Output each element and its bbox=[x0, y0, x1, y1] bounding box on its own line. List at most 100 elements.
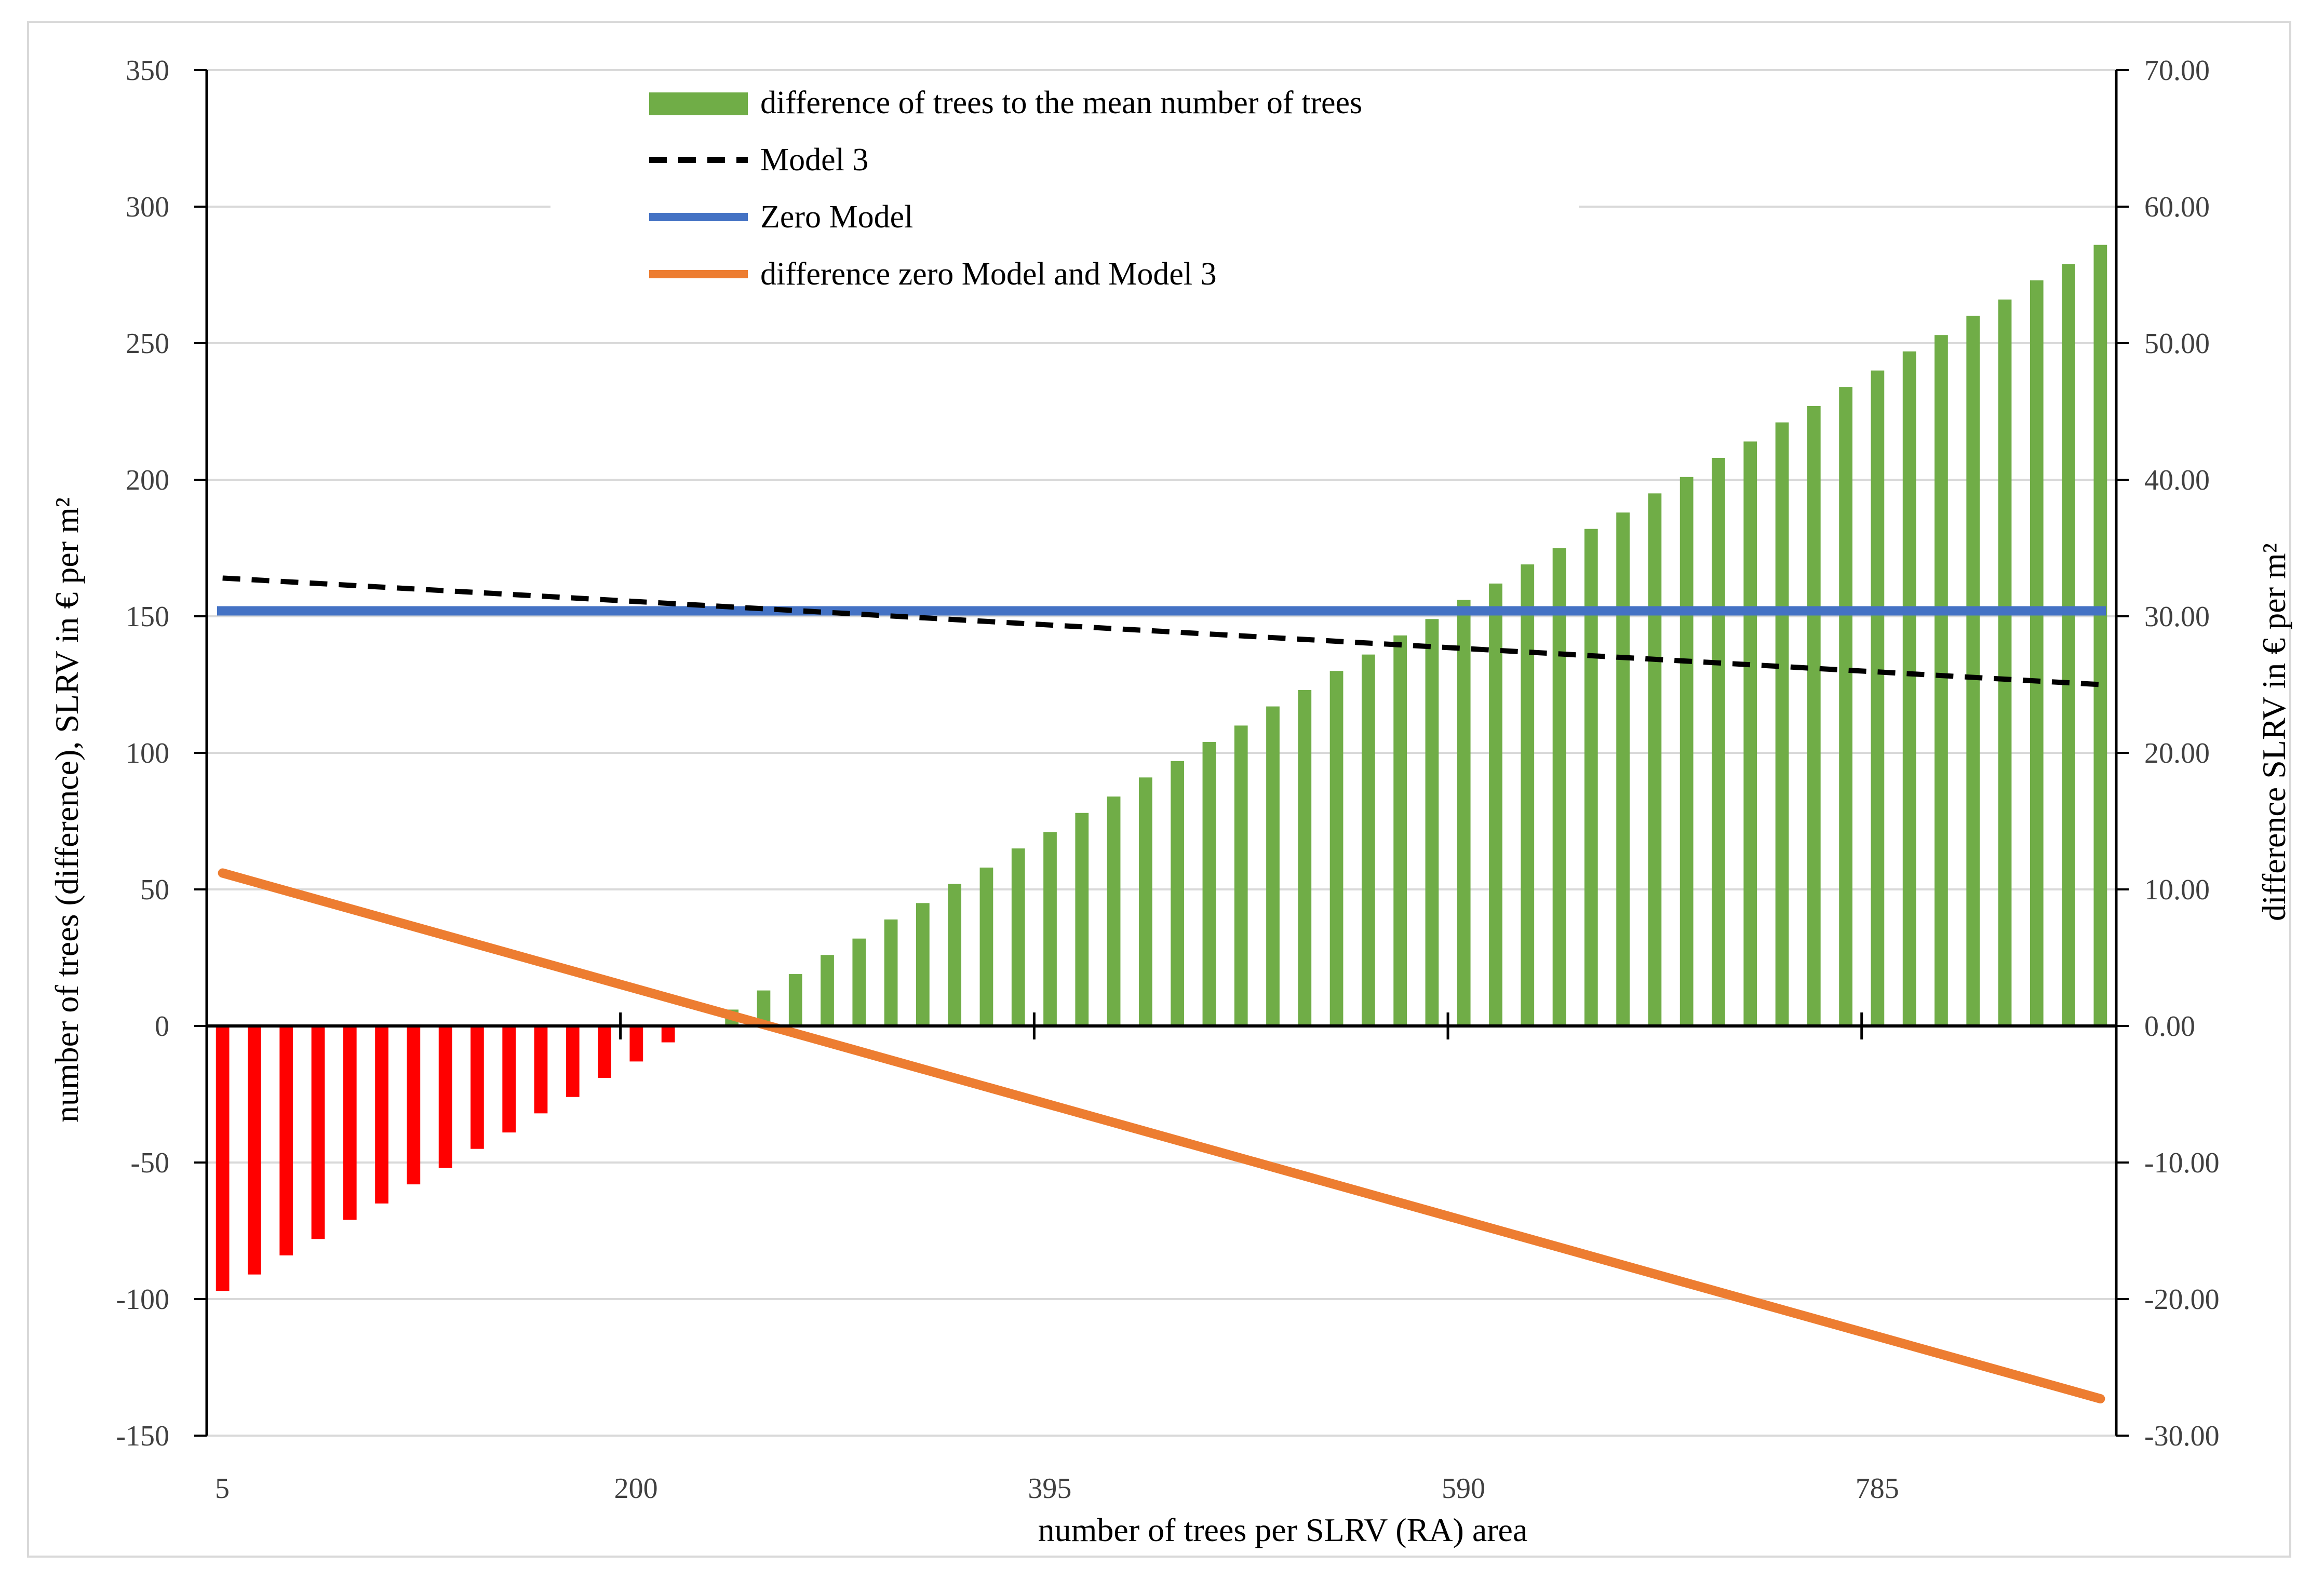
bar-395 bbox=[1043, 832, 1057, 1026]
bar-650 bbox=[1584, 529, 1598, 1026]
bar-575 bbox=[1425, 619, 1439, 1026]
bar-200 bbox=[629, 1026, 643, 1062]
x-tick-label-200: 200 bbox=[614, 1472, 658, 1505]
left-tick-label-350: 350 bbox=[126, 55, 169, 87]
x-tick-label-5: 5 bbox=[215, 1472, 230, 1505]
bar-275 bbox=[788, 974, 802, 1026]
bar-815 bbox=[1935, 335, 1948, 1026]
bar-320 bbox=[884, 919, 898, 1026]
bar-875 bbox=[2062, 264, 2075, 1026]
bar-485 bbox=[1234, 725, 1248, 1026]
x-tick-label-395: 395 bbox=[1028, 1472, 1071, 1505]
bar-185 bbox=[598, 1026, 611, 1078]
bar-335 bbox=[916, 903, 930, 1026]
legend-swatch-bars bbox=[649, 92, 748, 115]
bar-500 bbox=[1266, 706, 1280, 1026]
bar-680 bbox=[1648, 493, 1662, 1026]
right-tick-label--30.00: -30.00 bbox=[2144, 1420, 2220, 1452]
bar-800 bbox=[1902, 351, 1916, 1026]
left-tick-label-300: 300 bbox=[126, 191, 169, 223]
legend: difference of trees to the mean number o… bbox=[649, 85, 1362, 292]
legend-label-model3: Model 3 bbox=[760, 142, 868, 178]
line-series bbox=[217, 575, 2106, 1403]
bar-620 bbox=[1521, 564, 1535, 1026]
bar-605 bbox=[1489, 583, 1502, 1026]
left-tick-label-50: 50 bbox=[140, 874, 169, 906]
bar-695 bbox=[1680, 477, 1694, 1026]
bar-170 bbox=[566, 1026, 580, 1097]
bar-305 bbox=[852, 938, 866, 1026]
bar-80 bbox=[375, 1026, 388, 1204]
chart-frame bbox=[27, 21, 2291, 1558]
right-tick-label-10.00: 10.00 bbox=[2144, 874, 2210, 906]
bar-545 bbox=[1361, 654, 1375, 1026]
bar-830 bbox=[1966, 316, 1980, 1026]
legend-label-zero-model: Zero Model bbox=[760, 199, 913, 235]
bar-110 bbox=[438, 1026, 452, 1168]
bar-560 bbox=[1393, 635, 1407, 1026]
bar-20 bbox=[248, 1026, 261, 1275]
bar-785 bbox=[1871, 370, 1885, 1026]
legend-label-difference: difference zero Model and Model 3 bbox=[760, 256, 1217, 292]
bar-635 bbox=[1552, 548, 1566, 1026]
left-tick-label-0: 0 bbox=[155, 1010, 169, 1043]
bar-860 bbox=[2030, 280, 2044, 1026]
right-tick-label-60.00: 60.00 bbox=[2144, 191, 2210, 223]
bar-590 bbox=[1457, 600, 1471, 1026]
left-axis-ticks: -150 -100 -50 0 50 100 150 200 250 300 350 bbox=[116, 55, 207, 1452]
bar-65 bbox=[343, 1026, 357, 1220]
right-tick-label--20.00: -20.00 bbox=[2144, 1283, 2220, 1316]
bar-410 bbox=[1075, 813, 1089, 1026]
left-tick-label--150: -150 bbox=[116, 1420, 169, 1452]
bar-770 bbox=[1839, 387, 1852, 1026]
bar-845 bbox=[1998, 299, 2012, 1026]
x-axis-ticks: 5 200 395 590 785 bbox=[215, 1012, 1899, 1505]
x-tick-label-785: 785 bbox=[1856, 1472, 1899, 1505]
bar-125 bbox=[471, 1026, 484, 1149]
left-axis-title: number of trees (difference), SLRV in € … bbox=[48, 497, 85, 1123]
left-tick-label--100: -100 bbox=[116, 1283, 169, 1316]
line-difference bbox=[218, 868, 2105, 1403]
bar-425 bbox=[1107, 796, 1121, 1026]
line-model-3 bbox=[222, 575, 2101, 687]
bar-215 bbox=[661, 1026, 675, 1043]
bar-665 bbox=[1616, 512, 1630, 1026]
left-tick-label-200: 200 bbox=[126, 464, 169, 496]
bar-series bbox=[216, 245, 2107, 1291]
bar-155 bbox=[534, 1026, 548, 1114]
bar-530 bbox=[1329, 671, 1344, 1026]
right-tick-label-30.00: 30.00 bbox=[2144, 601, 2210, 633]
right-tick-label-0.00: 0.00 bbox=[2144, 1010, 2195, 1043]
left-tick-label-100: 100 bbox=[126, 737, 169, 769]
right-axis-ticks: -30.00 -20.00 -10.00 0.00 10.00 20.00 30.00 40.… bbox=[2116, 55, 2220, 1452]
bar-290 bbox=[821, 955, 834, 1026]
left-tick-label-250: 250 bbox=[126, 328, 169, 360]
bar-35 bbox=[279, 1026, 293, 1255]
bar-890 bbox=[2093, 245, 2107, 1026]
bar-755 bbox=[1807, 406, 1821, 1026]
bar-380 bbox=[1011, 848, 1025, 1026]
right-tick-label-70.00: 70.00 bbox=[2144, 55, 2210, 87]
x-axis-title: number of trees per SLRV (RA) area bbox=[1038, 1511, 1528, 1548]
right-tick-label--10.00: -10.00 bbox=[2144, 1147, 2220, 1179]
bar-50 bbox=[311, 1026, 325, 1239]
bar-440 bbox=[1138, 777, 1152, 1026]
left-tick-label-150: 150 bbox=[126, 601, 169, 633]
left-tick-label--50: -50 bbox=[130, 1147, 169, 1179]
bar-710 bbox=[1712, 457, 1725, 1026]
bar-95 bbox=[407, 1026, 421, 1185]
legend-label-bars: difference of trees to the mean number o… bbox=[760, 85, 1362, 120]
bar-5 bbox=[216, 1026, 230, 1291]
bar-470 bbox=[1202, 741, 1216, 1026]
right-tick-label-20.00: 20.00 bbox=[2144, 737, 2210, 769]
right-axis-title: difference SLRV in € per m² bbox=[2255, 543, 2292, 921]
right-tick-label-40.00: 40.00 bbox=[2144, 464, 2210, 496]
bar-350 bbox=[948, 884, 962, 1026]
right-tick-label-50.00: 50.00 bbox=[2144, 328, 2210, 360]
bar-740 bbox=[1775, 422, 1789, 1026]
bar-365 bbox=[979, 867, 993, 1026]
bar-140 bbox=[502, 1026, 516, 1133]
bar-725 bbox=[1743, 441, 1757, 1026]
x-tick-label-590: 590 bbox=[1442, 1472, 1485, 1505]
